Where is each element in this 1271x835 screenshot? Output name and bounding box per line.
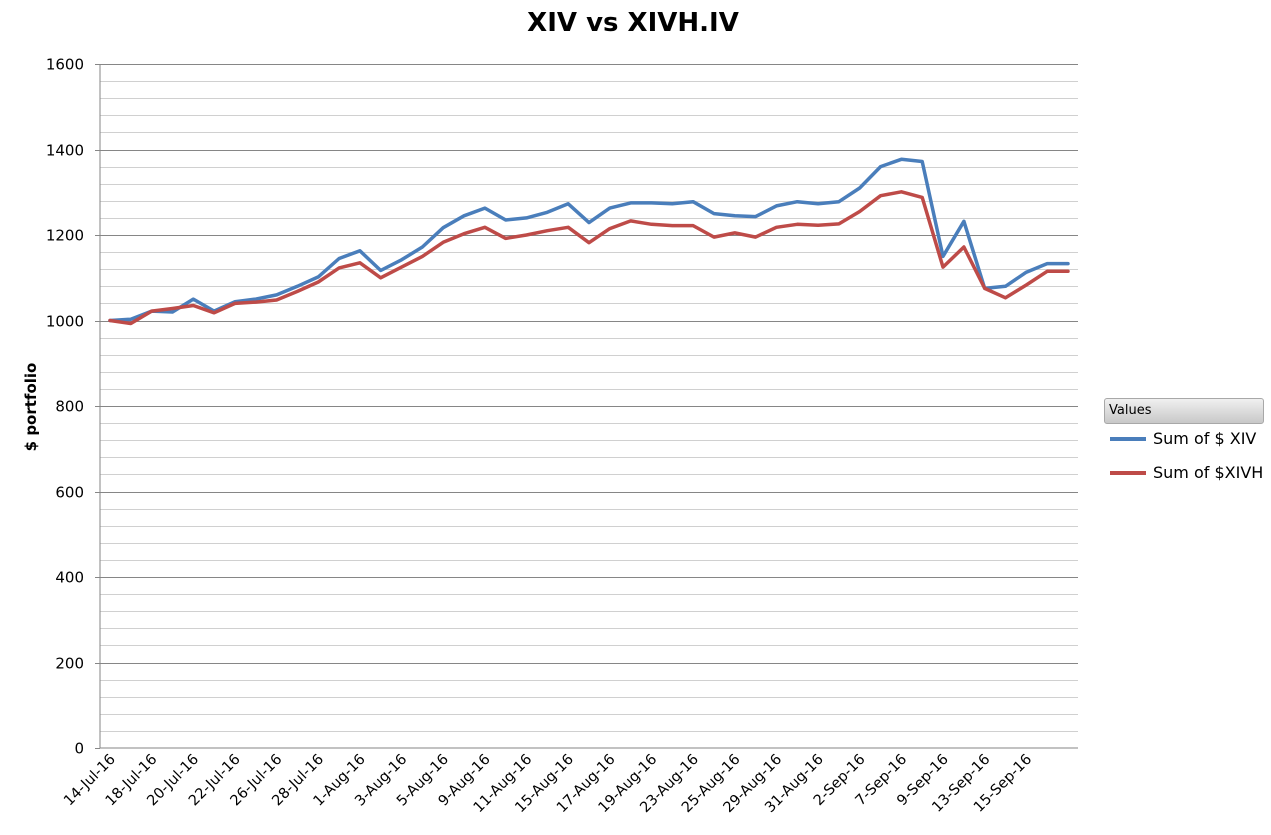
chart-axes — [99, 64, 1078, 749]
y-tick-label: 600 — [55, 484, 84, 502]
y-tick-label: 200 — [55, 655, 84, 673]
y-tick-label: 0 — [74, 740, 84, 758]
series-line-1 — [108, 190, 1070, 326]
y-tick-label: 400 — [55, 569, 84, 587]
y-tick-label: 1400 — [46, 142, 84, 160]
y-axis-label: $ portfolio — [22, 363, 40, 452]
y-tick-label: 800 — [55, 398, 84, 416]
y-tick-label: 1200 — [46, 227, 84, 245]
y-tick-labels: 0 200 400 600 800 1000 1200 1400 1600 — [46, 56, 84, 758]
legend: Values Sum of $ XIV Sum of $XIVH — [1104, 398, 1264, 482]
y-tick-label: 1000 — [46, 313, 84, 331]
legend-label-xivh: Sum of $XIVH — [1153, 463, 1264, 482]
legend-swatch-xiv — [1110, 437, 1146, 441]
legend-swatch-xivh — [1110, 471, 1146, 475]
legend-entry-xiv: Sum of $ XIV — [1108, 429, 1268, 449]
legend-entry-xivh: Sum of $XIVH — [1108, 463, 1268, 483]
minor-gridlines — [100, 81, 1078, 732]
series-line-0 — [108, 157, 1070, 323]
legend-label-xiv: Sum of $ XIV — [1153, 429, 1257, 448]
x-tick-labels: 14-Jul-1618-Jul-1620-Jul-1622-Jul-1626-J… — [61, 752, 1035, 817]
major-gridlines — [95, 64, 1078, 749]
legend-title[interactable]: Values — [1104, 398, 1264, 424]
chart-title: XIV vs XIVH.IV — [527, 8, 739, 38]
series-lines — [108, 157, 1070, 326]
y-tick-label: 1600 — [46, 56, 84, 74]
